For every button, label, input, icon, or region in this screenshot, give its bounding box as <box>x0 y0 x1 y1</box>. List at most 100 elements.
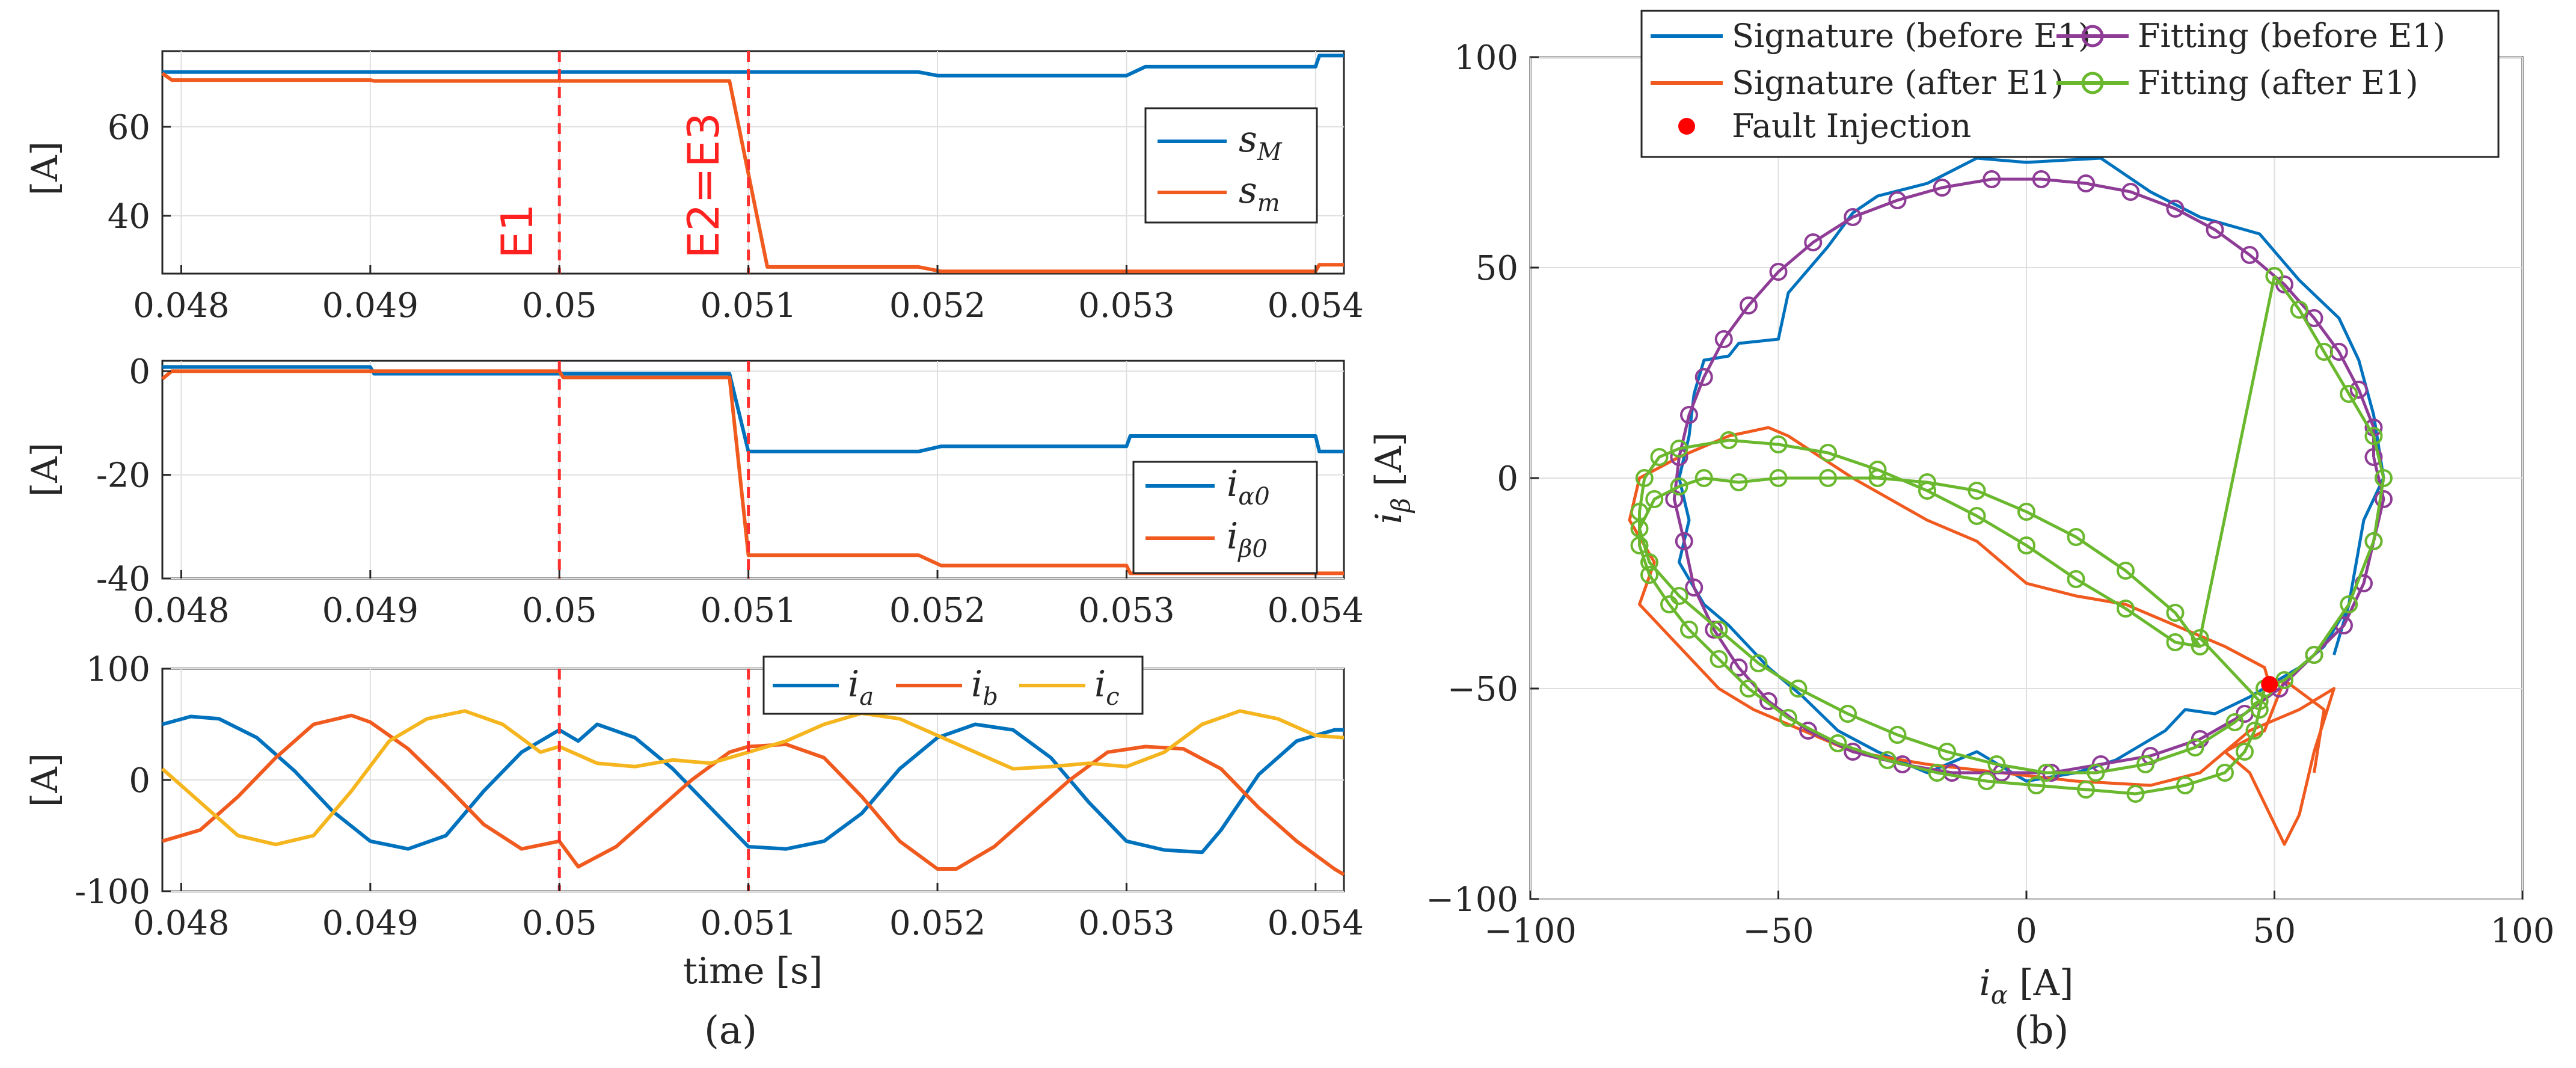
x-tick-label: 0.051 <box>700 591 796 630</box>
fitting-after-marker <box>1720 431 1738 449</box>
fitting-after-marker <box>2225 713 2244 731</box>
fitting-after-marker <box>2077 781 2095 799</box>
fitting-after-marker <box>1680 621 1698 639</box>
fitting-after-marker <box>2017 503 2035 521</box>
fitting-after-marker <box>1645 490 1664 508</box>
legend-label-fault-injection: Fault Injection <box>1732 107 1971 145</box>
x-tick-label: 0.054 <box>1268 591 1364 630</box>
panel-b: −100 −50 0 50 100 −100 −50 0 50 100 iβ [A] iα [A]… <box>1368 10 2554 1010</box>
fitting-after-marker <box>2265 267 2284 285</box>
x-tick-label: 0.05 <box>522 904 597 943</box>
panel-a-top: 0.048 0.049 0.05 0.051 0.052 0.053 0.054 40 60 [… <box>24 50 1364 325</box>
fitting-before-marker <box>1933 179 1951 197</box>
fitting-after-marker <box>1640 566 1658 584</box>
y-tick-label: -20 <box>96 456 150 496</box>
y-tick-label: 0 <box>1497 459 1518 499</box>
fitting-after-marker <box>2245 722 2264 740</box>
fitting-after-marker <box>2176 776 2194 794</box>
fitting-after-marker <box>1888 726 1907 744</box>
fitting-after-marker <box>2186 738 2204 756</box>
series-line-i_c <box>161 709 1345 847</box>
panel-a-bot-legend: ia ib ic <box>762 655 1144 715</box>
x-tick-label: 0.053 <box>1078 286 1174 325</box>
fitting-before-marker <box>1694 368 1713 386</box>
fitting-before-marker <box>2349 381 2368 399</box>
fitting-after-marker <box>1635 469 1654 487</box>
x-tick-label: 0.052 <box>889 904 986 943</box>
x-tick-label: 0.051 <box>700 904 796 943</box>
fitting-before-marker <box>2364 448 2383 466</box>
fitting-after-marker <box>1749 654 1768 672</box>
fitting-after-marker <box>1918 473 1936 491</box>
fitting-after-marker <box>2340 385 2358 403</box>
x-tick-label: 0.048 <box>133 286 229 325</box>
x-tick-label: 0.052 <box>889 591 986 630</box>
event-label-e2e3: E2=E3 <box>678 112 729 259</box>
fitting-after-marker <box>1819 469 1837 487</box>
fitting-after-marker <box>2067 528 2085 546</box>
fitting-after-marker <box>2236 743 2254 761</box>
fitting-after-marker <box>2375 469 2393 487</box>
panel-b-ylabel: iβ [A] <box>1368 432 1415 524</box>
x-tick-label: 0.05 <box>522 286 597 325</box>
fitting-after-marker <box>1640 553 1658 571</box>
fitting-after-marker <box>2166 604 2185 622</box>
panel-a-bot-xlabel: time [s] <box>683 950 823 992</box>
fitting-before-marker <box>2305 309 2323 327</box>
fitting-after-marker <box>2250 692 2269 710</box>
panel-a-mid-ylabel: [A] <box>24 443 66 497</box>
x-tick-label: 0.049 <box>322 286 419 325</box>
caption-b: (b) <box>2014 1008 2069 1053</box>
fitting-before-marker <box>1705 621 1723 639</box>
fitting-after-marker <box>1694 469 1713 487</box>
fitting-after-marker <box>2216 764 2234 782</box>
fitting-before-marker <box>2032 170 2050 188</box>
panel-b-xlabel: iα [A] <box>1980 962 2074 1010</box>
y-tick-label: 100 <box>86 650 150 689</box>
y-tick-label: 50 <box>1476 249 1518 288</box>
fitting-after-marker <box>1740 680 1758 698</box>
legend-label-signature-after: Signature (after E1) <box>1732 64 2064 102</box>
fitting-after-marker <box>1978 772 1996 790</box>
legend-box <box>1132 461 1318 574</box>
fitting-after-marker <box>2315 343 2333 361</box>
x-tick-label: 0.053 <box>1078 591 1174 630</box>
fitting-before-marker <box>2206 221 2224 239</box>
fitting-after-marker <box>1967 482 1986 500</box>
series-line-s_m <box>161 72 1344 274</box>
y-tick-label: 100 <box>1454 38 1518 78</box>
panel-a-bot-ylabel: [A] <box>24 753 66 807</box>
fitting-after-marker <box>1819 444 1837 462</box>
fitting-after-marker <box>1839 705 1857 723</box>
legend-marker-fitting-after <box>2081 72 2104 94</box>
fitting-after-marker <box>2087 764 2105 782</box>
fitting-before-marker <box>1714 330 1733 348</box>
x-tick-label: 0.052 <box>889 286 986 325</box>
x-tick-label: 0.048 <box>133 591 229 630</box>
fitting-after-line <box>1638 275 2385 796</box>
fitting-after-marker <box>1769 469 1788 487</box>
x-tick-label: 50 <box>2253 912 2296 951</box>
legend-label-fitting-after: Fitting (after E1) <box>2138 64 2418 102</box>
panel-a-top-legend: sM sm <box>1144 107 1318 224</box>
y-tick-label: 0 <box>129 352 150 391</box>
legend-marker-fitting-before <box>2081 25 2104 48</box>
fitting-after-marker <box>1868 469 1887 487</box>
fault-injection-point <box>2261 676 2278 693</box>
legend-box <box>1144 107 1318 224</box>
fitting-after-marker <box>1829 734 1847 752</box>
fitting-after-marker <box>2117 600 2135 618</box>
x-tick-label: 0.05 <box>522 591 597 630</box>
legend-label-signature-before: Signature (before E1) <box>1732 17 2091 55</box>
y-tick-label: −100 <box>1426 880 1518 919</box>
fitting-after-marker <box>2017 536 2035 554</box>
fitting-after-marker <box>2364 532 2383 550</box>
fitting-before-marker <box>2077 174 2095 192</box>
legend-label-fitting-before: Fitting (before E1) <box>2138 17 2446 55</box>
signature-after-line <box>1628 426 2335 846</box>
fitting-after-marker <box>1729 473 1748 491</box>
fitting-after-marker <box>1710 650 1728 668</box>
fitting-after-marker <box>2305 646 2323 664</box>
fitting-before-marker <box>1740 296 1758 315</box>
